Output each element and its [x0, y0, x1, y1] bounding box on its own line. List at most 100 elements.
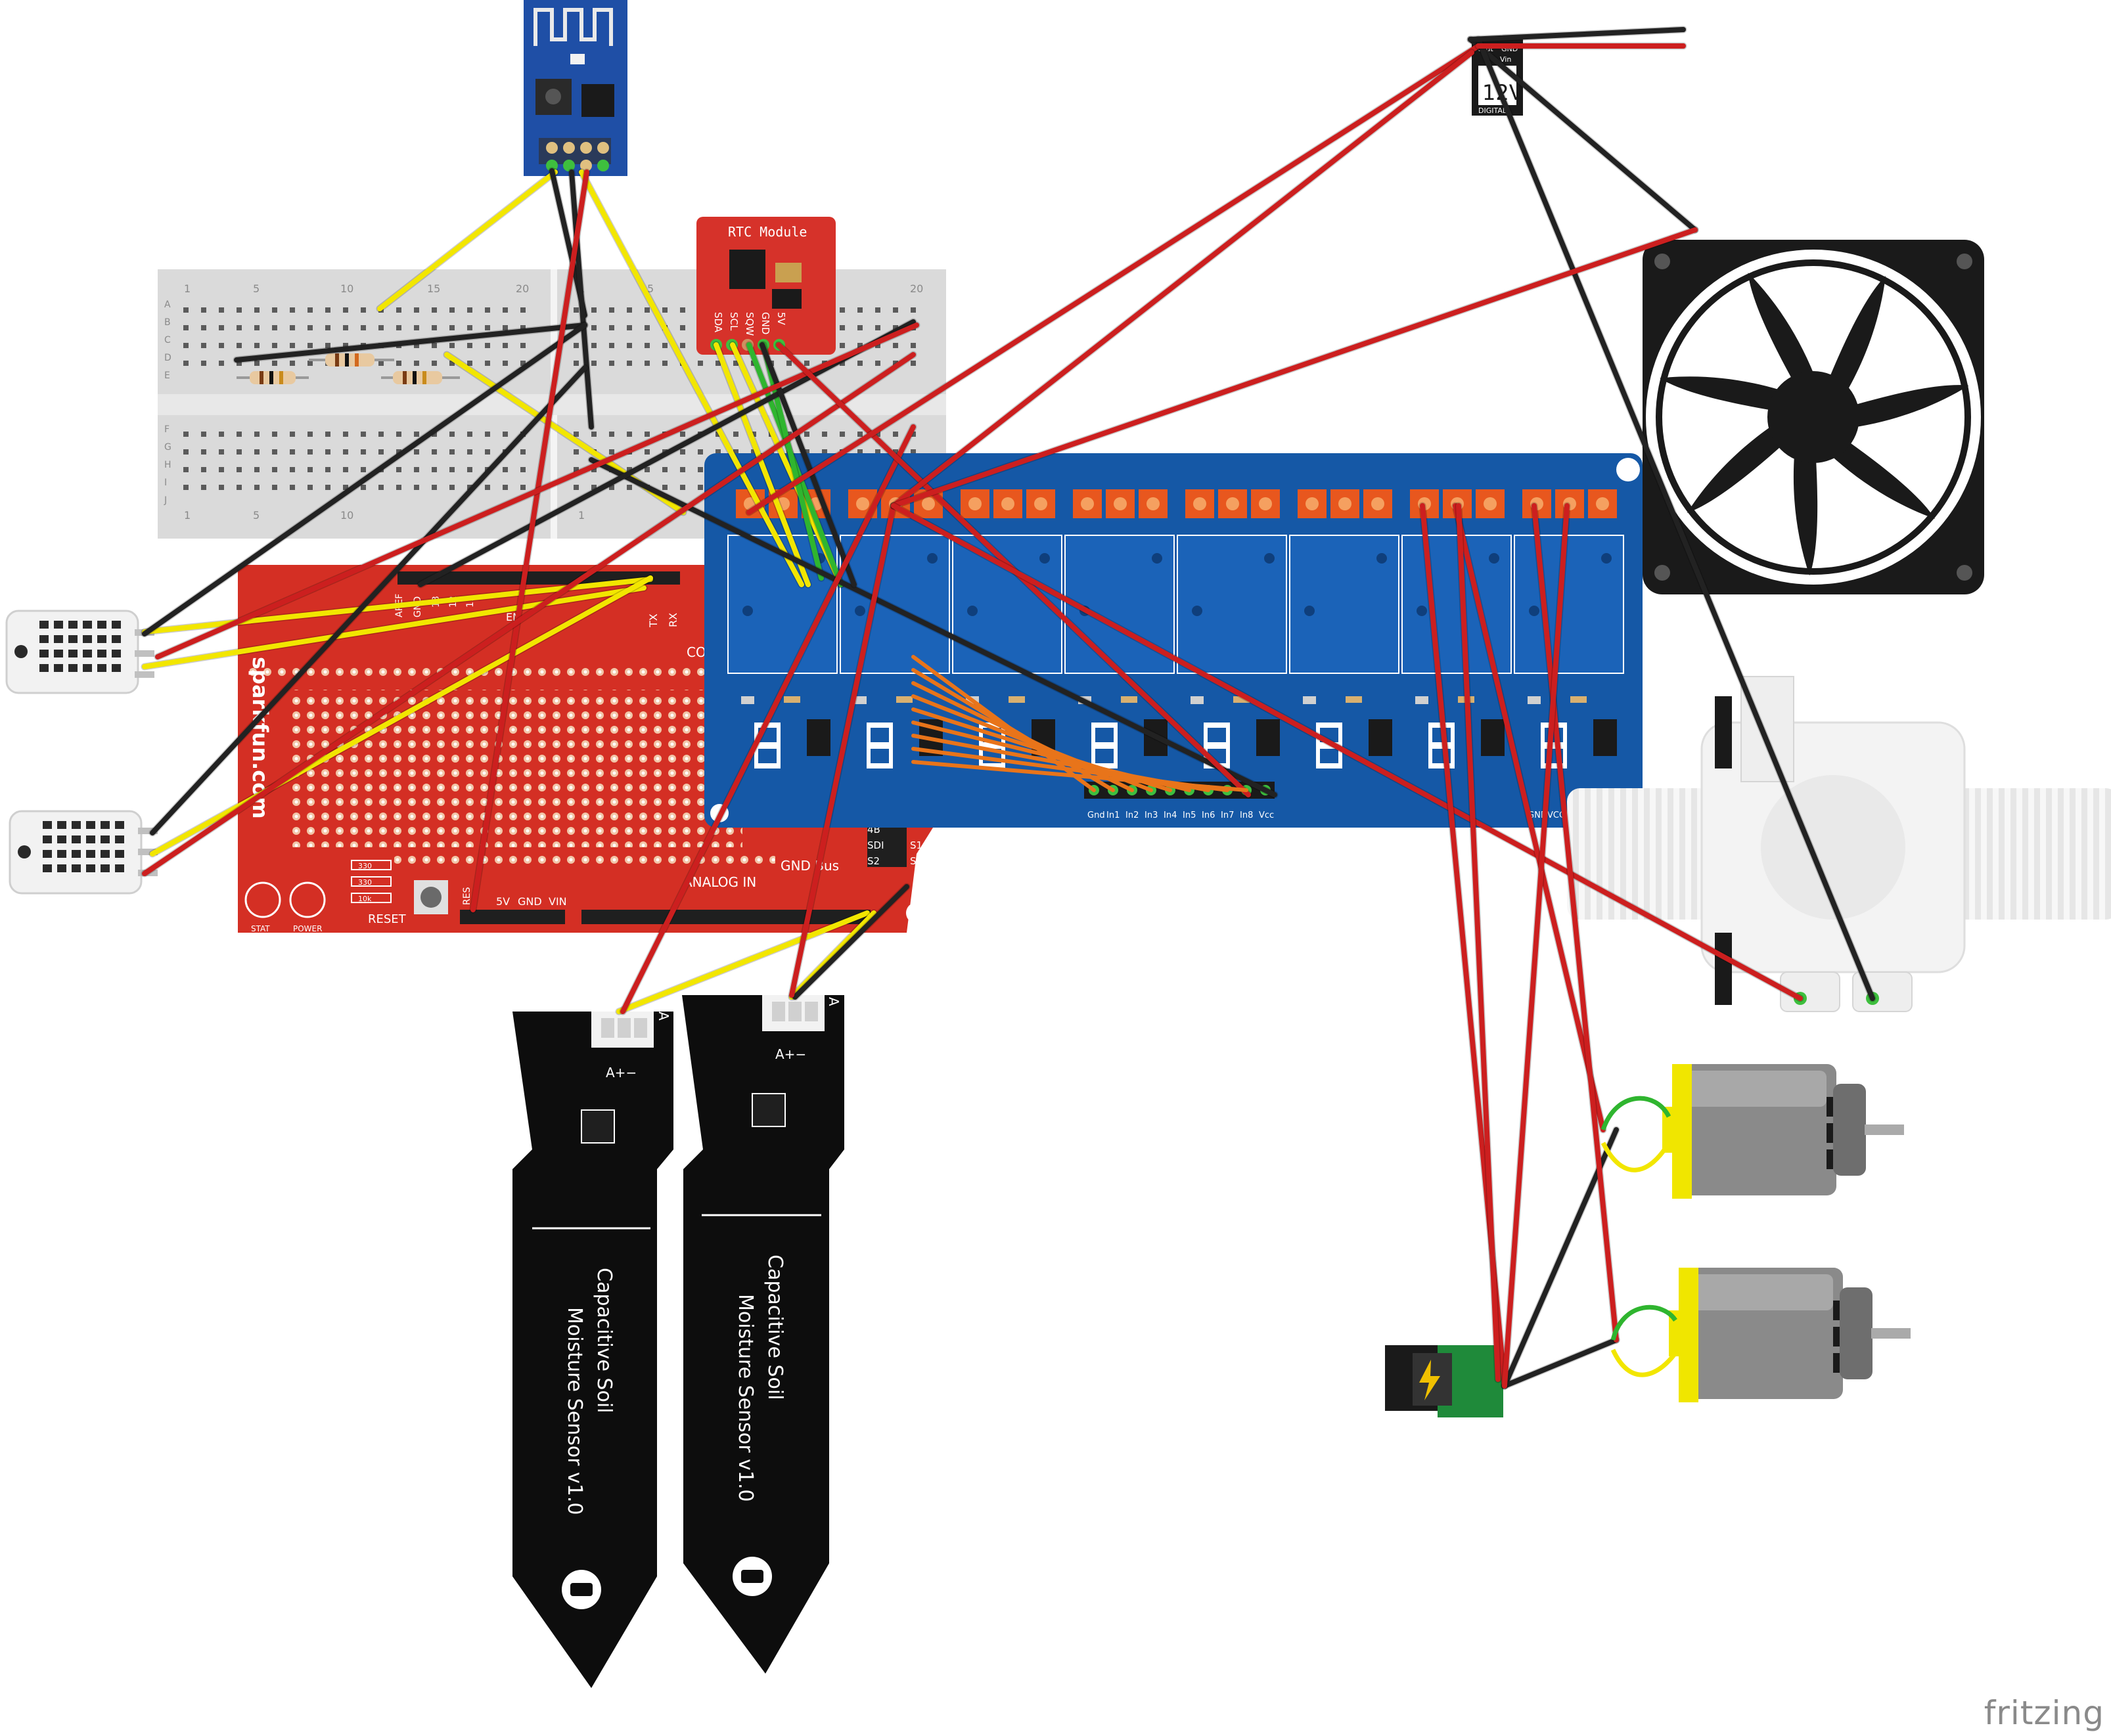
breadboard-col-label: 10	[340, 282, 353, 295]
wire	[142, 585, 647, 669]
arduino-label-power: POWER	[293, 924, 322, 933]
resistor	[381, 371, 460, 384]
wire	[1476, 37, 1875, 1001]
wire	[418, 319, 916, 587]
wire	[1468, 27, 1686, 42]
breadboard-row-label: B	[164, 317, 171, 328]
wire	[1610, 1348, 1677, 1377]
stepdown-pin-label: Vin	[1500, 55, 1511, 64]
breadboard-col-label: 1	[184, 509, 191, 522]
soil-label-line2: Moisture Sensor v1.0	[734, 1294, 757, 1502]
soil-moisture-sensor: A+− A Capacitive Soil Moisture Sensor v1…	[512, 1012, 673, 1688]
breadboard-row-label: F	[164, 424, 170, 435]
resistor	[309, 353, 394, 367]
breadboard-col-label: 1	[578, 509, 585, 522]
relay-pin-label: In7	[1221, 811, 1234, 820]
arduino-side-pin-label: SDI	[867, 839, 884, 851]
dht-sensor-icon	[9, 810, 158, 895]
breadboard-row-label: C	[164, 335, 171, 345]
wire	[142, 352, 916, 876]
wire	[1600, 1142, 1671, 1172]
dht-sensor-icon	[5, 610, 154, 694]
stepdown-sublabel: DIGITAL	[1478, 106, 1507, 115]
rtc-pin-label: SCL	[728, 312, 740, 331]
breadboard-row-label: E	[164, 370, 170, 381]
wires	[141, 26, 1876, 1390]
relay-board: Gnd In1 In2 In3 In4 In5 In6 In7 In8 Vcc GND VCC	[704, 453, 1643, 828]
wire	[891, 227, 1698, 508]
arduino-side-pin-label: S2	[867, 855, 880, 867]
arduino-label-analog: ANALOG IN	[683, 874, 756, 890]
breadboard-row-label: A	[164, 300, 171, 310]
arduino-label-rx: RX	[667, 613, 679, 627]
wire	[150, 575, 653, 857]
arduino-label-5v: 5V	[496, 895, 510, 908]
rtc-pin-label: SDA	[712, 312, 724, 333]
wire	[470, 169, 589, 912]
relay-pin-label: In6	[1202, 811, 1215, 820]
arduino-label-gnd: GND	[518, 895, 542, 908]
wire	[1468, 37, 1698, 233]
wire	[1502, 1337, 1619, 1389]
soil-sensor-logo-icon	[562, 1570, 601, 1609]
arduino-label-vin: VIN	[549, 895, 567, 908]
wire	[1456, 503, 1501, 1382]
wire	[1532, 503, 1619, 1343]
wire	[620, 424, 916, 1014]
breadboard-row-label: H	[164, 460, 171, 470]
wire	[589, 457, 1277, 797]
wire	[891, 503, 1803, 1001]
wire	[579, 169, 804, 587]
optocoupler	[1593, 719, 1617, 756]
resistor	[237, 371, 309, 384]
breadboard-col-label: 20	[516, 282, 529, 295]
optocoupler	[1256, 719, 1280, 756]
relay-pin-label: In1	[1106, 811, 1120, 820]
soil-corner-label: A	[656, 1012, 671, 1021]
soil-pin-marks: A+−	[606, 1065, 637, 1080]
arduino-label-gnd: GND	[919, 890, 943, 902]
resistor-label: 330	[358, 862, 372, 870]
wire	[142, 323, 587, 636]
wire	[1502, 503, 1570, 1389]
solenoid-valve-icon	[1567, 676, 2111, 1012]
resistor-label: 330	[358, 878, 372, 887]
arduino-label-stat: STAT	[251, 924, 270, 933]
optocoupler	[1481, 719, 1505, 756]
relay-pin-label: Vcc	[1259, 811, 1274, 820]
wire	[569, 169, 594, 430]
wire	[616, 910, 870, 1014]
relay-pin-label: Gnd	[1087, 811, 1105, 820]
wire	[761, 342, 824, 581]
fan-icon	[1643, 240, 1984, 594]
breadboard-col-label: 1	[184, 282, 191, 295]
wire	[891, 50, 1474, 508]
wire	[150, 365, 587, 835]
relay-pin-label: In3	[1145, 811, 1158, 820]
wire	[746, 43, 1481, 515]
arduino-side-pin-label: S1	[910, 839, 922, 851]
wire	[911, 760, 1248, 792]
soil-corner-label: A	[826, 997, 842, 1006]
arduino-label-res: RES	[462, 887, 472, 905]
breadboard-col-label: 15	[427, 282, 440, 295]
soil-pin-marks: A+−	[775, 1046, 806, 1062]
rtc-pin-label: 5V	[775, 312, 787, 326]
arduino-label-co: CO	[687, 644, 706, 660]
lightning-icon	[1419, 1360, 1440, 1400]
arduino-label-tx: TX	[647, 613, 660, 628]
optocoupler	[807, 719, 830, 756]
breadboard-col-label: 10	[340, 509, 353, 522]
fritzing-brand: fritzing	[1984, 1694, 2104, 1732]
wire	[792, 884, 909, 1000]
rtc-pin-label: GND	[760, 312, 771, 334]
wire	[234, 323, 587, 363]
arduino-side-pin-label: S3	[910, 855, 922, 867]
breadboard-row-label: I	[164, 478, 167, 488]
relay-pin-label: In4	[1164, 811, 1177, 820]
soil-label-line2: Moisture Sensor v1.0	[563, 1307, 586, 1515]
wire	[1600, 1096, 1671, 1131]
soil-moisture-sensor: A+− A Capacitive Soil Moisture Sensor v1…	[682, 995, 844, 1674]
esp-01-module	[524, 0, 627, 176]
